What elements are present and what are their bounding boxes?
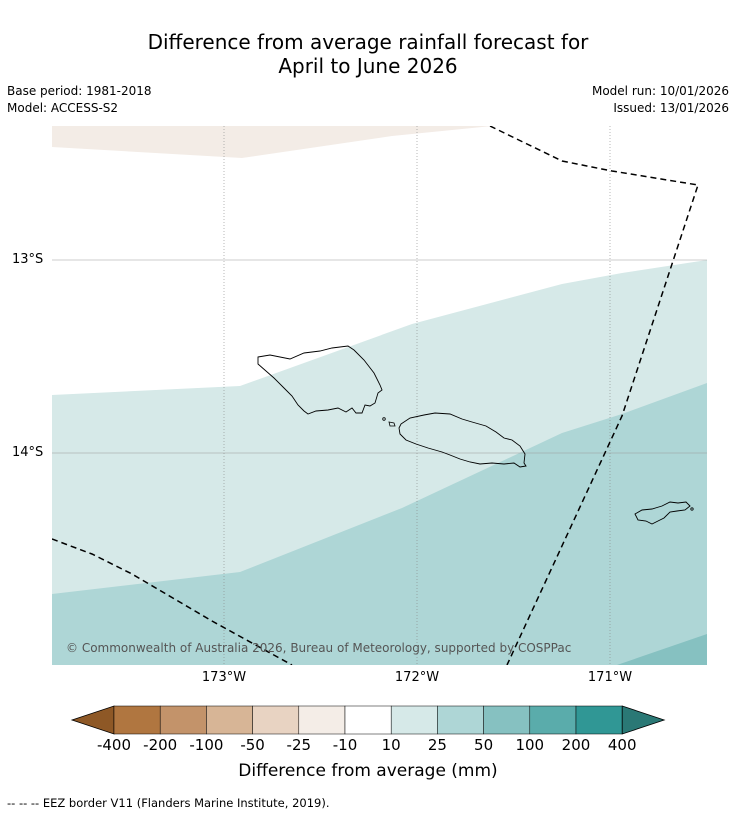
island-tutuila: [634, 501, 691, 525]
map-panel: © Commonwealth of Australia 2026, Bureau…: [52, 126, 707, 665]
lon-label-172w: 172°W: [394, 670, 440, 685]
island-apolima: [382, 417, 386, 421]
colorbar-swatch: [206, 705, 253, 735]
title-line-2: April to June 2026: [278, 54, 458, 78]
island-savaii: [257, 345, 383, 415]
colorbar-swatch: [483, 705, 531, 735]
colorbar-extend-low: [70, 705, 115, 735]
colorbar-swatch: [390, 705, 438, 735]
lat-label-13s: 13°S: [12, 252, 44, 267]
eez-border-south: [52, 538, 293, 665]
colorbar-tick-label: 200: [561, 736, 591, 754]
map-svg: [52, 126, 707, 665]
model-name: Model: ACCESS-S2: [7, 101, 119, 115]
colorbar: [70, 705, 666, 735]
issued-date: Issued: 13/01/2026: [613, 101, 729, 115]
colorbar-swatch: [529, 705, 577, 735]
colorbar-swatch: [113, 705, 161, 735]
colorbar-tick-label: -10: [332, 736, 358, 754]
region-teal-25-50: [52, 383, 707, 665]
colorbar-tick-label: 100: [515, 736, 545, 754]
colorbar-tick-label: 400: [607, 736, 637, 754]
colorbar-swatch: [575, 705, 623, 735]
colorbar-swatch: [437, 705, 484, 735]
colorbar-tick-label: -50: [240, 736, 265, 754]
colorbar-tick-label: 50: [474, 736, 494, 754]
region-brown-light: [52, 126, 492, 158]
lon-label-173w: 173°W: [201, 670, 247, 685]
eez-border-east: [489, 126, 699, 665]
model-run: Model run: 10/01/2026: [591, 84, 729, 98]
colorbar-title: Difference from average (mm): [238, 761, 498, 781]
colorbar-swatch: [159, 705, 207, 735]
colorbar-tick-label: 25: [427, 736, 447, 754]
lat-label-14s: 14°S: [12, 445, 44, 460]
colorbar-tick-label: -25: [286, 736, 312, 754]
colorbar-swatch: [344, 705, 392, 735]
title-line-1: Difference from average rainfall forecas…: [147, 30, 589, 54]
island-aunuu: [690, 507, 694, 511]
region-teal-50-100: [617, 634, 707, 665]
colorbar-swatch: [298, 705, 346, 735]
chart-title: Difference from average rainfall forecas…: [0, 30, 736, 78]
island-manono: [388, 421, 396, 427]
copyright-notice: © Commonwealth of Australia 2026, Bureau…: [66, 641, 572, 655]
island-upolu: [398, 412, 527, 468]
colorbar-tick-label: 10: [381, 736, 401, 754]
eez-footnote: -- -- -- EEZ border V11 (Flanders Marine…: [7, 796, 330, 810]
colorbar-tick-label: -400: [96, 736, 132, 754]
colorbar-swatch: [252, 705, 300, 735]
colorbar-tick-label: -100: [189, 736, 224, 754]
meta-right: Model run: 10/01/2026 Issued: 13/01/2026: [592, 83, 729, 117]
lon-label-171w: 171°W: [587, 670, 633, 685]
colorbar-tick-label: -200: [143, 736, 178, 754]
base-period: Base period: 1981-2018: [7, 84, 152, 98]
colorbar-extend-high: [621, 705, 666, 735]
meta-left: Base period: 1981-2018 Model: ACCESS-S2: [7, 83, 152, 117]
